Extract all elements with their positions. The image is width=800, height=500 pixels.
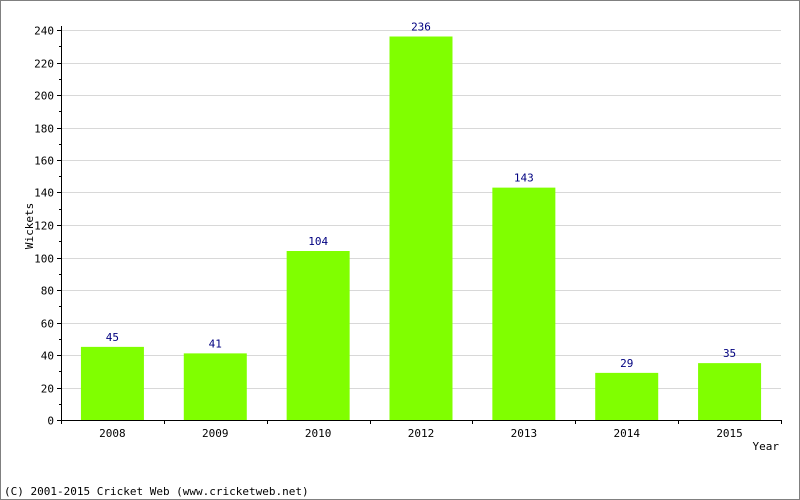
data-label: 236 — [411, 21, 431, 34]
bar-2008 — [80, 346, 144, 420]
bar-2013 — [492, 187, 556, 420]
x-tick-label: 2012 — [408, 427, 435, 440]
y-tick-label: 40 — [41, 350, 54, 363]
x-tick-labels: 2008 2009 2010 2012 2013 2014 2015 — [99, 427, 743, 440]
y-tick-label: 220 — [34, 58, 54, 71]
bar-2012 — [389, 36, 453, 420]
y-tick-label: 160 — [34, 155, 54, 168]
bar-2009 — [183, 353, 247, 420]
x-tick-label: 2008 — [99, 427, 126, 440]
y-tick-label: 240 — [34, 25, 54, 38]
data-label: 35 — [723, 347, 736, 360]
y-tick-label: 180 — [34, 123, 54, 136]
footer-copyright: (C) 2001-2015 Cricket Web (www.cricketwe… — [4, 485, 309, 498]
y-tick-label: 100 — [34, 253, 54, 266]
x-tick-label: 2010 — [305, 427, 332, 440]
x-tick-label: 2013 — [511, 427, 538, 440]
y-tick-labels: 0 20 40 60 80 100 120 140 160 180 200 220 240 — [34, 25, 54, 428]
data-label: 104 — [308, 235, 328, 248]
x-tick-label: 2015 — [716, 427, 743, 440]
y-tick-label: 140 — [34, 187, 54, 200]
bar-2014 — [595, 372, 659, 420]
data-label: 29 — [620, 357, 633, 370]
data-labels: 45 41 104 236 143 29 35 — [106, 21, 736, 370]
y-tick-label: 120 — [34, 220, 54, 233]
x-tick-label: 2009 — [202, 427, 229, 440]
data-label: 143 — [514, 172, 534, 185]
y-tick-label: 200 — [34, 90, 54, 103]
y-tick-label: 60 — [41, 318, 54, 331]
bar-2010 — [286, 251, 350, 420]
y-axis-title: Wickets — [23, 203, 36, 249]
x-tick-label: 2014 — [613, 427, 640, 440]
axes — [57, 26, 782, 424]
y-tick-label: 80 — [41, 285, 54, 298]
data-label: 45 — [106, 331, 119, 344]
y-tick-label: 0 — [47, 415, 54, 428]
bars — [80, 36, 762, 420]
x-axis-title: Year — [753, 440, 780, 453]
y-tick-label: 20 — [41, 383, 54, 396]
bar-2015 — [698, 363, 762, 420]
data-label: 41 — [209, 337, 222, 350]
